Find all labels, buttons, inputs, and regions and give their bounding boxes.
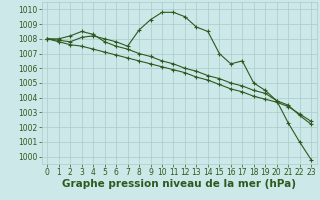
X-axis label: Graphe pression niveau de la mer (hPa): Graphe pression niveau de la mer (hPa) — [62, 179, 296, 189]
